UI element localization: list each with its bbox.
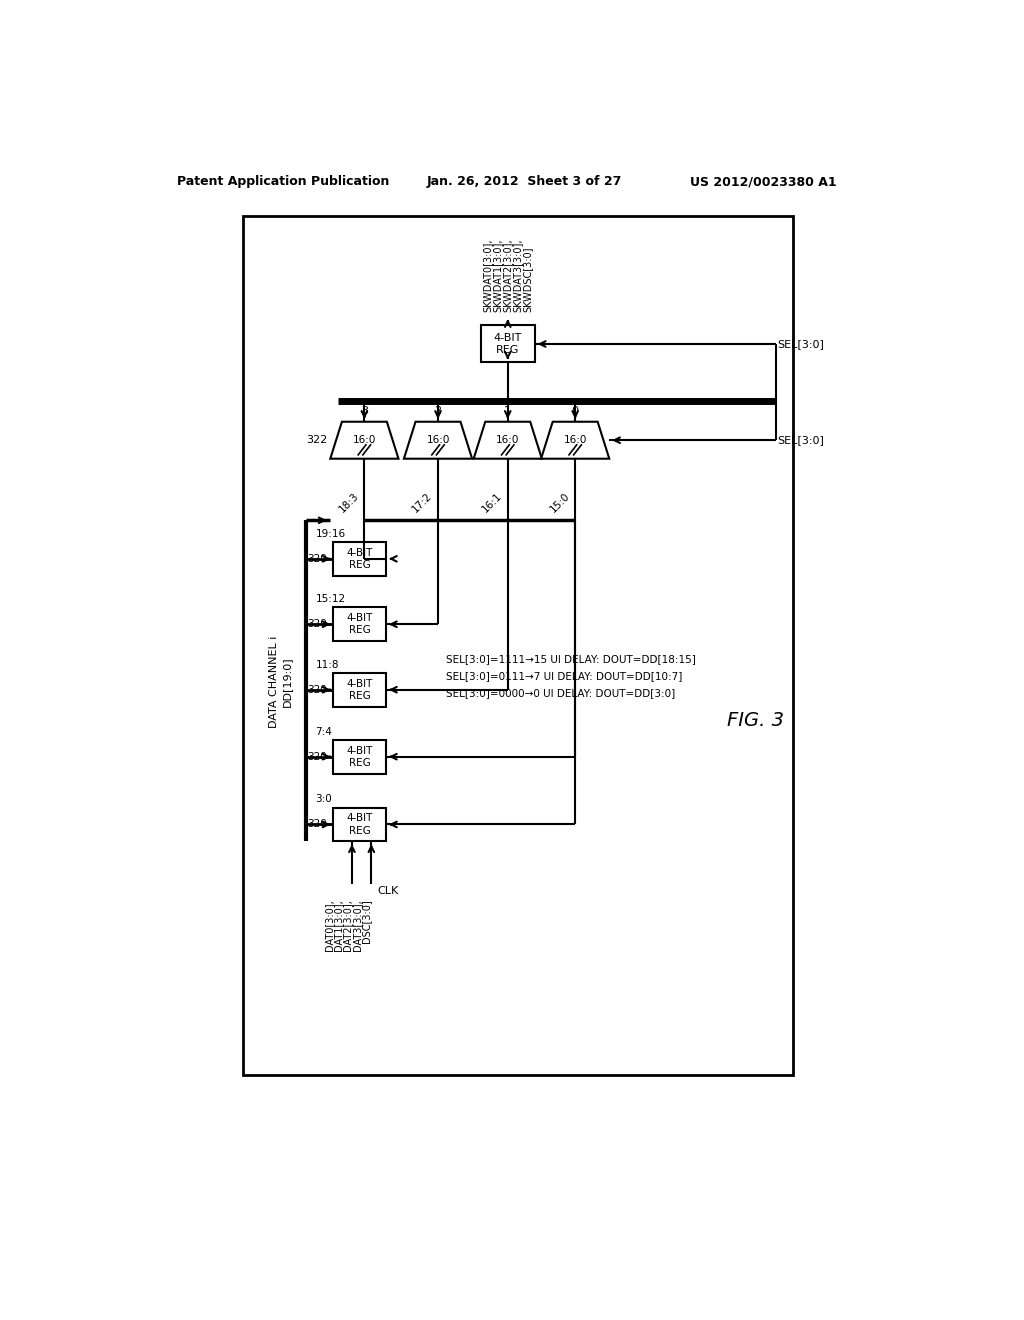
Text: 2: 2 xyxy=(434,405,441,416)
Text: 4-BIT: 4-BIT xyxy=(346,612,373,623)
Polygon shape xyxy=(474,422,542,459)
Text: 0: 0 xyxy=(571,405,579,416)
Text: SEL[3:0]: SEL[3:0] xyxy=(777,339,824,348)
Text: SEL[3:0]: SEL[3:0] xyxy=(777,436,824,445)
Bar xyxy=(334,541,386,576)
Text: SEL[3:0]=1111→15 UI DELAY: DOUT=DD[18:15]: SEL[3:0]=1111→15 UI DELAY: DOUT=DD[18:15… xyxy=(445,653,695,664)
Text: REG: REG xyxy=(349,560,371,570)
Text: 322: 322 xyxy=(306,436,328,445)
Text: SEL[3:0]=0111→7 UI DELAY: DOUT=DD[10:7]: SEL[3:0]=0111→7 UI DELAY: DOUT=DD[10:7] xyxy=(445,671,682,681)
Text: 1: 1 xyxy=(504,405,511,416)
Text: DAT0[3:0],: DAT0[3:0], xyxy=(324,899,334,950)
Bar xyxy=(334,673,386,706)
Text: Patent Application Publication: Patent Application Publication xyxy=(177,176,389,187)
Bar xyxy=(243,216,793,1074)
Bar xyxy=(334,739,386,774)
Text: DATA CHANNEL i: DATA CHANNEL i xyxy=(268,636,279,729)
Text: DAT3[3:0],: DAT3[3:0], xyxy=(351,899,361,950)
Polygon shape xyxy=(331,422,398,459)
Text: 15:12: 15:12 xyxy=(315,594,346,605)
Text: REG: REG xyxy=(349,626,371,635)
Text: 320: 320 xyxy=(307,619,328,630)
Text: 320: 320 xyxy=(307,554,328,564)
Text: 320: 320 xyxy=(307,751,328,762)
Text: SKWDSC[3:0]: SKWDSC[3:0] xyxy=(523,247,532,313)
Text: 7:4: 7:4 xyxy=(315,727,333,737)
Polygon shape xyxy=(541,422,609,459)
Text: 4-BIT: 4-BIT xyxy=(346,813,373,824)
Text: CLK: CLK xyxy=(378,887,398,896)
Text: SKWDAT3[3:0],: SKWDAT3[3:0], xyxy=(513,239,523,313)
Text: SKWDAT0[3:0],: SKWDAT0[3:0], xyxy=(482,239,493,313)
Bar xyxy=(334,808,386,841)
Text: FIG. 3: FIG. 3 xyxy=(727,711,784,730)
Text: REG: REG xyxy=(349,690,371,701)
Text: SKWDAT1[3:0],: SKWDAT1[3:0], xyxy=(493,239,503,313)
Polygon shape xyxy=(403,422,472,459)
Text: 16:0: 16:0 xyxy=(496,436,519,445)
Text: DAT2[3:0],: DAT2[3:0], xyxy=(342,899,352,950)
Text: 3: 3 xyxy=(360,405,368,416)
Text: 16:0: 16:0 xyxy=(352,436,376,445)
Text: DSC[3:0]: DSC[3:0] xyxy=(360,899,371,942)
Text: 4-BIT: 4-BIT xyxy=(346,548,373,557)
Text: 16:0: 16:0 xyxy=(563,436,587,445)
Text: 19:16: 19:16 xyxy=(315,529,346,539)
Text: REG: REG xyxy=(349,825,371,836)
Text: DAT1[3:0],: DAT1[3:0], xyxy=(333,899,343,950)
Bar xyxy=(334,607,386,642)
Text: REG: REG xyxy=(496,345,519,355)
Text: REG: REG xyxy=(349,758,371,768)
Text: 16:1: 16:1 xyxy=(480,491,504,515)
Text: 3:0: 3:0 xyxy=(315,795,333,804)
Text: 11:8: 11:8 xyxy=(315,660,339,669)
Text: 4-BIT: 4-BIT xyxy=(346,678,373,689)
Text: 320: 320 xyxy=(307,820,328,829)
Text: 18:3: 18:3 xyxy=(337,491,360,515)
Text: DD[19:0]: DD[19:0] xyxy=(282,656,292,708)
Text: SEL[3:0]=0000→0 UI DELAY: DOUT=DD[3:0]: SEL[3:0]=0000→0 UI DELAY: DOUT=DD[3:0] xyxy=(445,688,675,698)
Text: 16:0: 16:0 xyxy=(426,436,450,445)
Text: Jan. 26, 2012  Sheet 3 of 27: Jan. 26, 2012 Sheet 3 of 27 xyxy=(427,176,623,187)
Bar xyxy=(480,326,535,363)
Text: US 2012/0023380 A1: US 2012/0023380 A1 xyxy=(690,176,837,187)
Text: 15:0: 15:0 xyxy=(548,491,571,515)
Text: 4-BIT: 4-BIT xyxy=(346,746,373,755)
Text: SKWDAT2[3:0],: SKWDAT2[3:0], xyxy=(503,239,513,313)
Text: 17:2: 17:2 xyxy=(411,491,434,515)
Text: 4-BIT: 4-BIT xyxy=(494,333,522,343)
Text: 320: 320 xyxy=(307,685,328,694)
